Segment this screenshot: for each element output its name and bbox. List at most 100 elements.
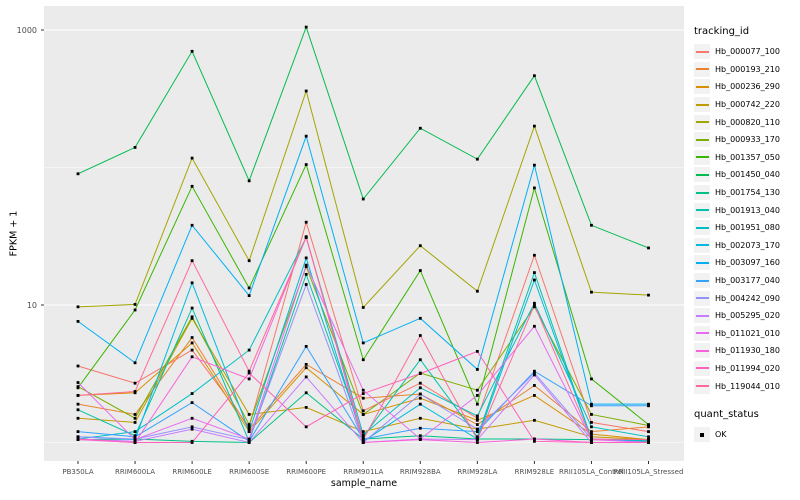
data-point xyxy=(418,316,422,320)
x-tick-label: RRII105LA_Control xyxy=(559,468,624,476)
series-color-line-icon xyxy=(695,156,709,159)
series-color-line-icon xyxy=(695,279,709,282)
x-tick-label: RRIM928BA xyxy=(400,468,441,476)
data-point xyxy=(304,366,308,370)
legend-item-label: Hb_000742_220 xyxy=(715,100,780,110)
legend-key-swatch xyxy=(694,97,710,113)
data-point xyxy=(361,441,365,444)
data-point xyxy=(133,381,137,385)
data-point xyxy=(76,319,80,323)
legend-item-label: Hb_119044_010 xyxy=(715,381,780,391)
data-point xyxy=(590,421,593,424)
data-point xyxy=(304,375,308,379)
data-point xyxy=(590,437,593,441)
legend-item-label: Hb_001754_130 xyxy=(715,188,780,198)
data-point xyxy=(361,438,365,441)
series-color-line-icon xyxy=(695,314,709,317)
data-point xyxy=(361,341,365,345)
series-color-line-icon xyxy=(695,68,709,71)
data-point xyxy=(76,386,80,390)
data-point xyxy=(247,377,251,381)
data-point xyxy=(190,223,194,227)
legend-item-Hb_000820_110: Hb_000820_110 xyxy=(694,113,800,131)
data-point xyxy=(475,368,479,371)
data-point xyxy=(76,435,80,439)
data-point xyxy=(361,358,365,362)
data-point xyxy=(304,272,308,276)
data-point xyxy=(475,416,479,420)
series-color-line-icon xyxy=(695,191,709,194)
data-point xyxy=(133,308,137,312)
data-point xyxy=(247,286,251,290)
black-square-point-icon xyxy=(700,432,704,437)
data-point xyxy=(133,416,137,420)
x-tick-label: RRIM600SE xyxy=(229,468,269,476)
x-tick-label: RRIM901LA xyxy=(343,468,383,476)
legend-key-swatch xyxy=(694,255,710,271)
legend-key-swatch xyxy=(694,237,710,253)
legend-item-label: Hb_000077_100 xyxy=(715,47,780,57)
data-point xyxy=(475,438,479,441)
legend-item-label: Hb_000933_170 xyxy=(715,135,780,145)
data-point xyxy=(647,430,650,434)
legend-key-swatch xyxy=(694,325,710,341)
data-point xyxy=(247,437,251,441)
legend-item-Hb_000933_170: Hb_000933_170 xyxy=(694,131,800,149)
legend-key-swatch xyxy=(694,220,710,236)
data-point xyxy=(304,89,308,93)
y-tick-label: 10 xyxy=(27,301,37,310)
data-point xyxy=(533,384,536,387)
data-point xyxy=(133,146,137,149)
data-point xyxy=(533,124,536,128)
x-tick-label: RRII105LA_Stressed xyxy=(614,468,684,476)
data-point xyxy=(361,409,365,413)
data-point xyxy=(190,441,194,444)
data-point xyxy=(76,305,80,309)
legend-key-swatch xyxy=(694,273,710,289)
legend-item-Hb_003097_160: Hb_003097_160 xyxy=(694,254,800,272)
data-point xyxy=(133,441,137,444)
legend-item-Hb_001913_040: Hb_001913_040 xyxy=(694,201,800,219)
data-point xyxy=(76,430,80,434)
data-point xyxy=(304,25,308,29)
data-point xyxy=(247,441,251,444)
data-point xyxy=(647,423,650,426)
legend-key-swatch xyxy=(694,167,710,183)
data-point xyxy=(304,283,308,286)
data-point xyxy=(475,402,479,406)
data-point xyxy=(247,371,251,375)
data-point xyxy=(418,396,422,400)
legend-item-label: Hb_011994_020 xyxy=(715,363,780,373)
data-point xyxy=(590,404,593,408)
data-point xyxy=(418,381,422,385)
data-point xyxy=(475,423,479,426)
legend-item-Hb_000742_220: Hb_000742_220 xyxy=(694,96,800,114)
legend-item-Hb_000236_290: Hb_000236_290 xyxy=(694,78,800,96)
data-point xyxy=(361,433,365,437)
data-point xyxy=(304,263,308,267)
data-point xyxy=(647,404,650,408)
x-axis-title: sample_name xyxy=(330,478,398,489)
legend-item-label: Hb_000820_110 xyxy=(715,117,780,127)
data-point xyxy=(190,427,194,431)
data-point xyxy=(590,413,593,416)
legend-item-Hb_003177_040: Hb_003177_040 xyxy=(694,272,800,290)
data-point xyxy=(190,49,194,53)
data-point xyxy=(590,377,593,381)
data-point xyxy=(533,369,536,373)
data-point xyxy=(590,432,593,436)
legend-item-label: Hb_011930_180 xyxy=(715,346,780,356)
data-point xyxy=(190,355,194,359)
data-point xyxy=(590,435,593,439)
data-point xyxy=(533,305,536,309)
data-point xyxy=(418,392,422,396)
data-point xyxy=(190,401,194,405)
data-point xyxy=(418,334,422,337)
legend-item-label: Hb_001450_040 xyxy=(715,170,780,180)
data-point xyxy=(533,418,536,422)
data-point xyxy=(475,394,479,397)
data-point xyxy=(133,421,137,424)
data-point xyxy=(418,372,422,376)
legend-key-swatch xyxy=(694,343,710,359)
